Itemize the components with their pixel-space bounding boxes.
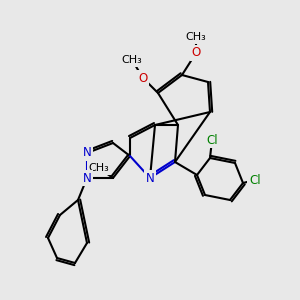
Text: O: O	[138, 71, 148, 85]
Text: Cl: Cl	[249, 173, 261, 187]
Text: N: N	[82, 146, 91, 160]
Text: CH₃: CH₃	[122, 55, 142, 65]
Text: N: N	[146, 172, 154, 184]
Text: O: O	[191, 46, 201, 59]
Text: N: N	[82, 172, 91, 184]
Text: CH₃: CH₃	[186, 32, 206, 42]
Text: CH₃: CH₃	[88, 163, 110, 173]
Text: Cl: Cl	[206, 134, 218, 146]
